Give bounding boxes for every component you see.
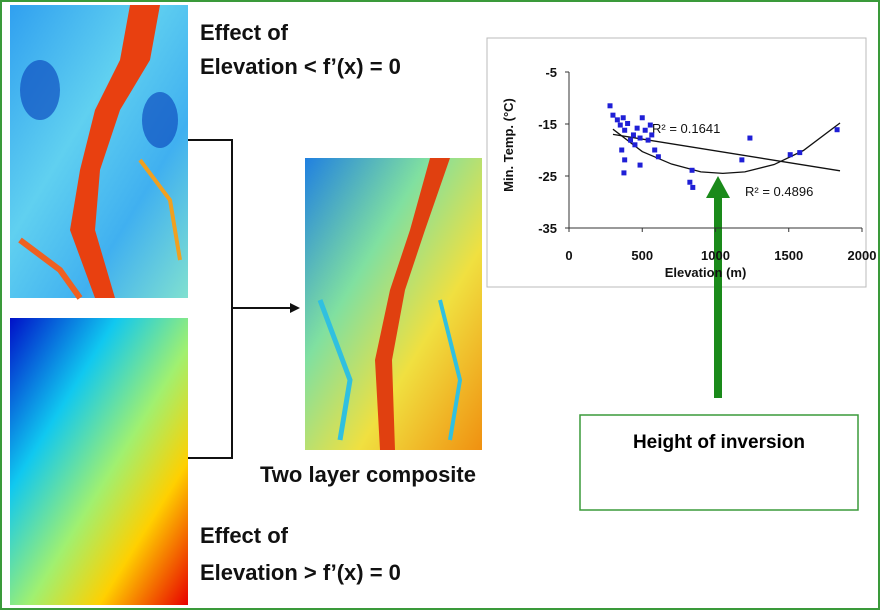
- point: [631, 132, 636, 137]
- x-tick-label: 1000: [701, 248, 730, 263]
- point: [638, 136, 643, 141]
- point: [835, 127, 840, 132]
- point: [648, 123, 653, 128]
- point: [690, 168, 695, 173]
- fit-label: R² = 0.4896: [745, 184, 813, 199]
- label: Effect of: [200, 523, 289, 548]
- y-tick-label: -35: [538, 221, 557, 236]
- point: [625, 121, 630, 126]
- point: [687, 180, 692, 185]
- label: Effect of: [200, 20, 289, 45]
- point: [608, 103, 613, 108]
- point: [739, 157, 744, 162]
- x-axis-label: Elevation (m): [665, 265, 747, 280]
- label: Elevation > f’(x) = 0: [200, 560, 401, 585]
- point: [747, 136, 752, 141]
- point: [621, 115, 626, 120]
- label: Two layer composite: [260, 462, 476, 487]
- fit-label: R² = 0.1641: [652, 121, 720, 136]
- point: [649, 132, 654, 137]
- point: [797, 150, 802, 155]
- x-tick-label: 0: [565, 248, 572, 263]
- point: [622, 157, 627, 162]
- composite-map: [305, 158, 482, 450]
- x-tick-label: 500: [631, 248, 653, 263]
- slide: Effect of Elevation < f’(x) = 0 Two laye…: [0, 0, 880, 610]
- point: [632, 142, 637, 147]
- point: [615, 117, 620, 122]
- point: [618, 123, 623, 128]
- x-tick-label: 1500: [774, 248, 803, 263]
- point: [621, 170, 626, 175]
- point: [628, 138, 633, 143]
- y-tick-label: -15: [538, 117, 557, 132]
- point: [788, 152, 793, 157]
- point: [690, 185, 695, 190]
- x-tick-label: 2000: [848, 248, 877, 263]
- y-tick-label: -5: [545, 65, 557, 80]
- y-tick-label: -25: [538, 169, 557, 184]
- point: [622, 128, 627, 133]
- label: Height of inversion: [633, 432, 805, 453]
- elevation-map: [10, 5, 188, 298]
- point: [640, 115, 645, 120]
- point: [646, 138, 651, 143]
- gradient-map: [10, 318, 188, 605]
- point: [619, 148, 624, 153]
- point: [652, 148, 657, 153]
- point: [656, 154, 661, 159]
- point: [635, 126, 640, 131]
- chart-box: [487, 38, 866, 287]
- point: [610, 113, 615, 118]
- label: Elevation < f’(x) = 0: [200, 54, 401, 79]
- point: [638, 163, 643, 168]
- inversion-box: [580, 415, 858, 510]
- y-axis-label: Min. Temp. (°C): [501, 98, 516, 192]
- point: [643, 128, 648, 133]
